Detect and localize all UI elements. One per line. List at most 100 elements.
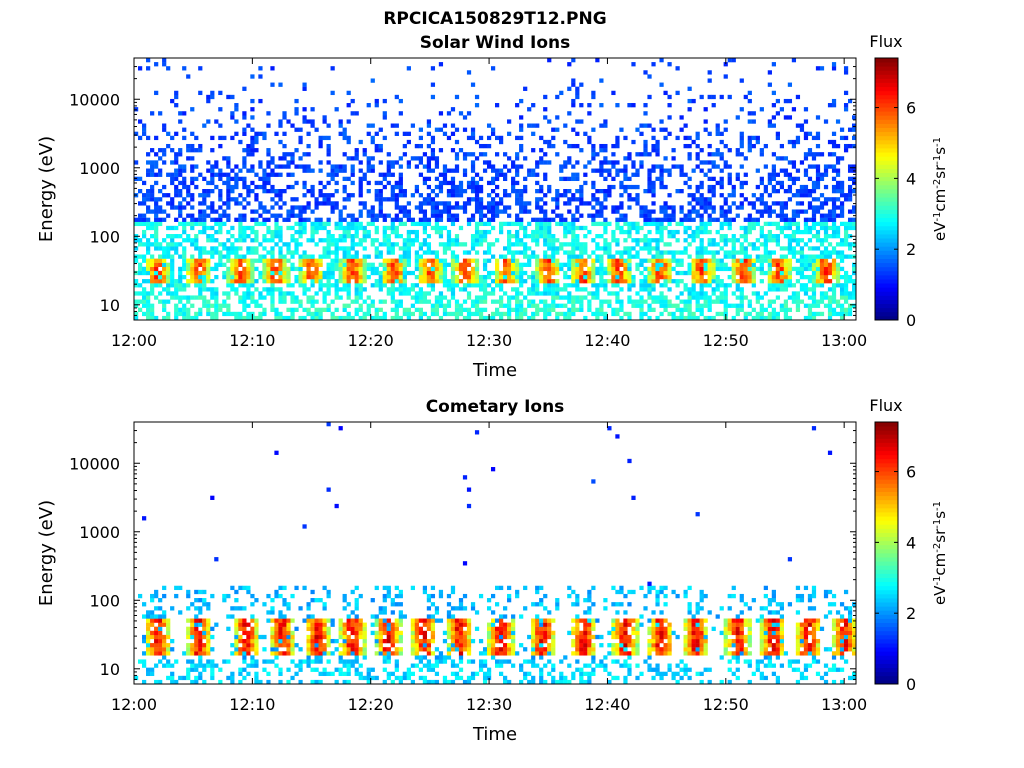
flux-cell: [655, 148, 660, 153]
flux-cell: [811, 315, 817, 321]
flux-cell: [639, 238, 644, 243]
flux-cell: [659, 262, 664, 267]
flux-cell: [218, 205, 223, 210]
flux-cell: [354, 287, 359, 292]
flux-cell: [454, 152, 460, 157]
flux-cell: [759, 193, 764, 198]
flux-cell: [579, 258, 584, 263]
flux-cell: [511, 221, 516, 227]
flux-cell: [707, 176, 712, 182]
flux-cell: [819, 193, 825, 198]
flux-cell: [314, 217, 319, 222]
flux-cell: [286, 209, 291, 214]
flux-cell: [803, 209, 809, 214]
flux-cell: [146, 618, 151, 623]
flux-cell: [430, 213, 436, 218]
flux-cell: [342, 315, 347, 321]
flux-cell: [539, 209, 544, 214]
flux-cell: [250, 626, 255, 631]
flux-cell: [751, 201, 756, 206]
flux-cell: [811, 266, 817, 272]
flux-cell: [218, 123, 223, 128]
flux-cell: [571, 242, 576, 247]
flux-cell: [527, 291, 532, 296]
flux-cell: [230, 671, 235, 677]
flux-cell: [627, 205, 632, 210]
flux-cell: [354, 217, 359, 222]
flux-cell: [158, 262, 163, 267]
flux-cell: [767, 213, 772, 218]
flux-cell: [450, 291, 456, 296]
flux-cell: [815, 266, 821, 272]
flux-cell: [466, 270, 472, 276]
flux-cell: [354, 152, 359, 157]
flux-cell: [438, 229, 444, 235]
flux-cell: [198, 663, 203, 668]
flux-cell: [771, 270, 776, 276]
flux-cell: [623, 274, 628, 280]
flux-cell: [306, 299, 311, 304]
flux-cell: [174, 176, 179, 182]
flux-cell: [523, 225, 528, 231]
flux-cell: [166, 143, 171, 149]
flux-cell: [382, 229, 387, 235]
flux-cell: [759, 270, 764, 276]
flux-cell: [659, 291, 664, 296]
flux-cell: [499, 168, 504, 173]
flux-cell: [254, 172, 259, 177]
flux-cell: [234, 238, 239, 243]
flux-cell: [635, 254, 640, 259]
flux-cell: [198, 279, 203, 284]
flux-cell: [314, 225, 319, 231]
flux-cell: [138, 283, 143, 288]
flux-cell: [603, 197, 608, 202]
flux-cell: [174, 205, 179, 210]
flux-cell: [815, 184, 821, 190]
flux-cell: [406, 160, 411, 165]
flux-cell: [362, 148, 367, 153]
flux-cell: [807, 246, 813, 251]
flux-cell: [655, 254, 660, 259]
flux-cell: [142, 221, 147, 227]
flux-cell: [214, 172, 219, 177]
flux-cell: [398, 246, 403, 251]
flux-cell: [639, 131, 644, 136]
flux-cell: [358, 213, 363, 218]
flux-cell: [547, 225, 552, 231]
flux-cell: [322, 225, 327, 231]
flux-cell: [478, 274, 484, 280]
flux-cell: [454, 189, 460, 194]
flux-cell: [747, 217, 752, 222]
flux-cell: [807, 201, 813, 206]
flux-cell: [647, 152, 652, 157]
flux-cell: [759, 258, 764, 263]
flux-cell: [438, 172, 444, 177]
flux-cell: [470, 242, 476, 247]
flux-cell: [699, 258, 704, 263]
flux-cell: [230, 274, 235, 280]
flux-cell: [158, 197, 163, 202]
flux-cell: [575, 307, 580, 313]
flux-cell: [679, 291, 684, 296]
flux-cell: [535, 221, 540, 227]
flux-cell: [298, 270, 303, 276]
flux-cell: [651, 201, 656, 206]
flux-cell: [583, 274, 588, 280]
flux-cell: [186, 647, 191, 652]
flux-cell: [270, 291, 275, 296]
flux-cell: [543, 201, 548, 206]
flux-cell: [302, 115, 307, 120]
flux-cell: [679, 258, 684, 263]
flux-cell: [783, 246, 789, 251]
flux-cell: [707, 279, 712, 284]
flux-cell: [515, 103, 520, 108]
flux-cell: [731, 274, 736, 280]
flux-cell: [154, 679, 159, 685]
flux-cell: [482, 143, 488, 149]
colorbar-frame: [874, 57, 899, 321]
flux-cell: [799, 283, 805, 288]
flux-cell: [302, 164, 307, 169]
flux-cell: [370, 238, 375, 243]
x-tick-label: 13:00: [821, 331, 867, 350]
flux-cell: [551, 299, 556, 304]
